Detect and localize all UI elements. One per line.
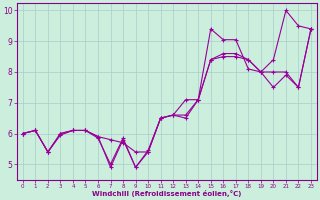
X-axis label: Windchill (Refroidissement éolien,°C): Windchill (Refroidissement éolien,°C)	[92, 190, 242, 197]
